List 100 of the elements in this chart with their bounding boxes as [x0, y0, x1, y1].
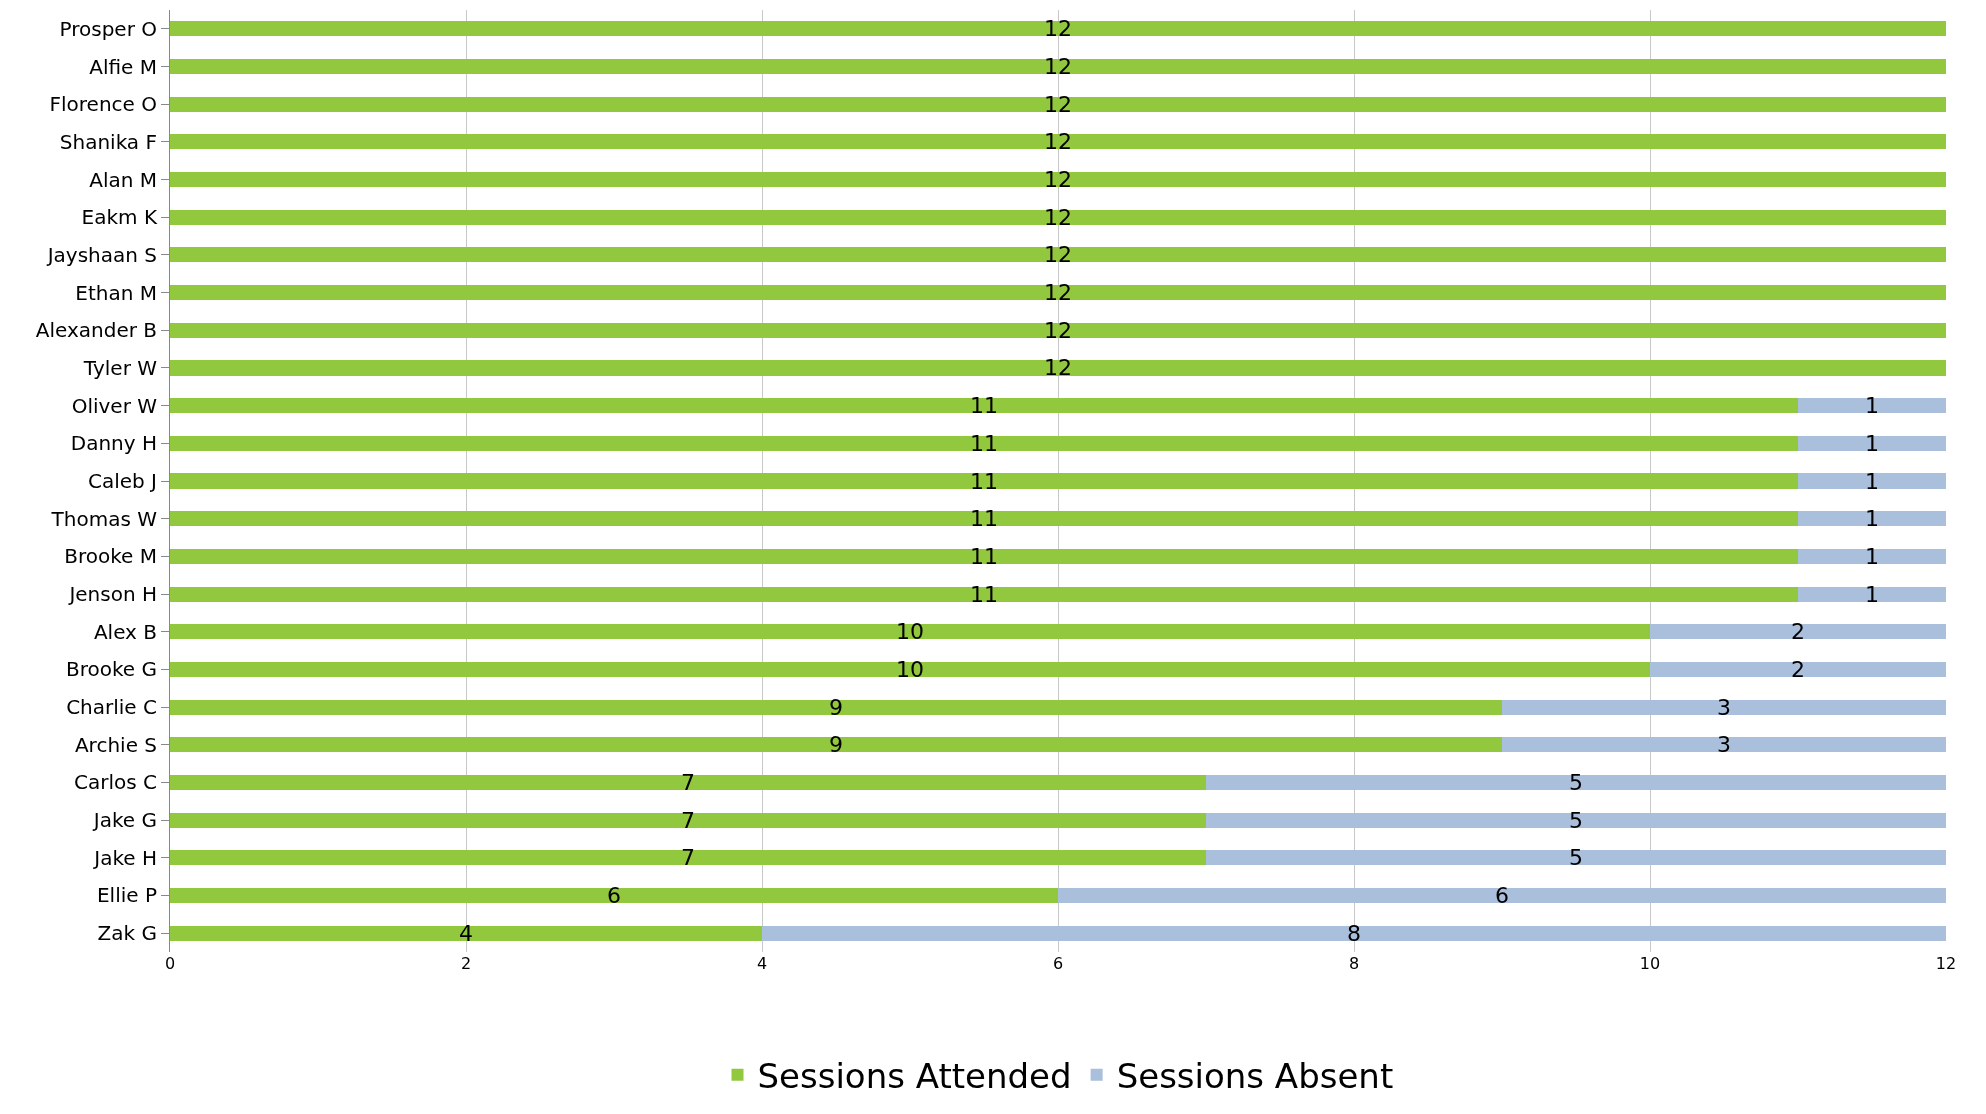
bar [170, 247, 1946, 263]
bar [170, 58, 1946, 75]
data-label: 1 [1865, 543, 1879, 569]
y-tick-label: Jake H [92, 845, 157, 870]
data-label: 12 [1044, 129, 1072, 155]
y-tick-label: Jenson H [67, 582, 157, 607]
data-label: 7 [681, 807, 695, 833]
bar [170, 96, 1946, 112]
data-label: 2 [1791, 656, 1805, 682]
data-label: 7 [681, 845, 695, 871]
data-label: 1 [1865, 581, 1879, 607]
bar [170, 586, 1798, 602]
bar [1206, 812, 1946, 828]
y-tick-label: Alex B [93, 619, 157, 644]
bar [762, 925, 1946, 941]
y-tick-label: Jayshaan S [45, 242, 157, 267]
data-label: 12 [1044, 242, 1072, 268]
bar [170, 21, 1946, 37]
x-tick-label: 4 [756, 954, 768, 973]
bar [170, 511, 1798, 527]
data-label: 1 [1865, 468, 1879, 494]
x-tick-label: 2 [460, 954, 472, 973]
bar [170, 134, 1946, 150]
bar [170, 850, 1206, 866]
y-tick-label: Tyler W [82, 355, 158, 380]
y-tick-label: Alexander B [35, 318, 157, 343]
bar [1798, 548, 1946, 564]
x-tick-label: 6 [1052, 954, 1064, 973]
bar [1798, 586, 1946, 602]
bar [1502, 699, 1946, 715]
data-label: 10 [896, 619, 924, 645]
y-tick-label: Alfie M [89, 54, 157, 79]
data-label: 12 [1044, 167, 1072, 193]
y-tick-label: Oliver W [71, 393, 158, 418]
y-tick-label: Ethan M [75, 280, 157, 305]
data-label: 1 [1865, 506, 1879, 532]
y-tick-label: Shanika F [59, 129, 157, 154]
data-label: 5 [1569, 845, 1583, 871]
bar [170, 172, 1946, 188]
data-label: 4 [459, 920, 473, 946]
data-label: 6 [607, 882, 621, 908]
data-label: 12 [1044, 280, 1072, 306]
bar [170, 925, 762, 941]
legend-label: Sessions Absent [1116, 1056, 1394, 1097]
data-label: 12 [1044, 317, 1072, 343]
data-label: 8 [1347, 920, 1361, 946]
bar [1206, 850, 1946, 866]
y-tick-label: Ellie P [96, 883, 157, 908]
data-label: 3 [1717, 694, 1731, 720]
bar [1650, 624, 1946, 640]
y-tick-label: Charlie C [66, 695, 157, 720]
data-label: 1 [1865, 430, 1879, 456]
data-label: 5 [1569, 769, 1583, 795]
data-label: 12 [1044, 91, 1072, 117]
data-label: 11 [970, 468, 998, 494]
x-tick-label: 12 [1935, 954, 1957, 973]
data-label: 11 [970, 543, 998, 569]
data-label: 11 [970, 581, 998, 607]
data-label: 12 [1044, 16, 1072, 42]
bar [170, 699, 1502, 715]
data-label: 9 [829, 694, 843, 720]
bar [170, 322, 1946, 338]
x-tick-label: 8 [1348, 954, 1360, 973]
bar [170, 398, 1798, 414]
bar [1206, 774, 1946, 790]
y-tick-label: Caleb J [87, 469, 157, 493]
y-tick-label: Florence O [49, 92, 157, 117]
bar [1798, 473, 1946, 489]
bar [170, 435, 1798, 451]
x-tick-label: 10 [1639, 954, 1661, 973]
bar [1650, 661, 1946, 677]
y-tick-label: Jake G [91, 808, 157, 833]
bar [170, 737, 1502, 753]
bar [170, 209, 1946, 225]
y-tick-label: Alan M [89, 167, 157, 192]
bar [1502, 737, 1946, 753]
bar [1798, 398, 1946, 414]
data-label: 10 [896, 656, 924, 682]
y-tick-label: Archie S [74, 732, 157, 757]
y-tick-label: Danny H [70, 431, 157, 456]
data-label: 11 [970, 506, 998, 532]
bar [170, 774, 1206, 790]
bar [1058, 887, 1946, 904]
data-label: 7 [681, 769, 695, 795]
bar [170, 624, 1650, 640]
y-tick-label: Zak G [97, 921, 157, 946]
y-tick-label: Eakm K [81, 205, 158, 230]
data-label: 6 [1495, 882, 1509, 908]
y-tick-label: Brooke G [65, 657, 157, 682]
bar [170, 812, 1206, 828]
data-label: 11 [970, 393, 998, 419]
data-label: 12 [1044, 355, 1072, 381]
data-label: 5 [1569, 807, 1583, 833]
bar [1798, 511, 1946, 527]
y-tick-label: Prosper O [59, 16, 157, 41]
data-label: 12 [1044, 54, 1072, 80]
data-label: 9 [829, 732, 843, 758]
bar [170, 548, 1798, 564]
bar [170, 887, 1058, 904]
y-tick-label: Thomas W [50, 506, 158, 531]
